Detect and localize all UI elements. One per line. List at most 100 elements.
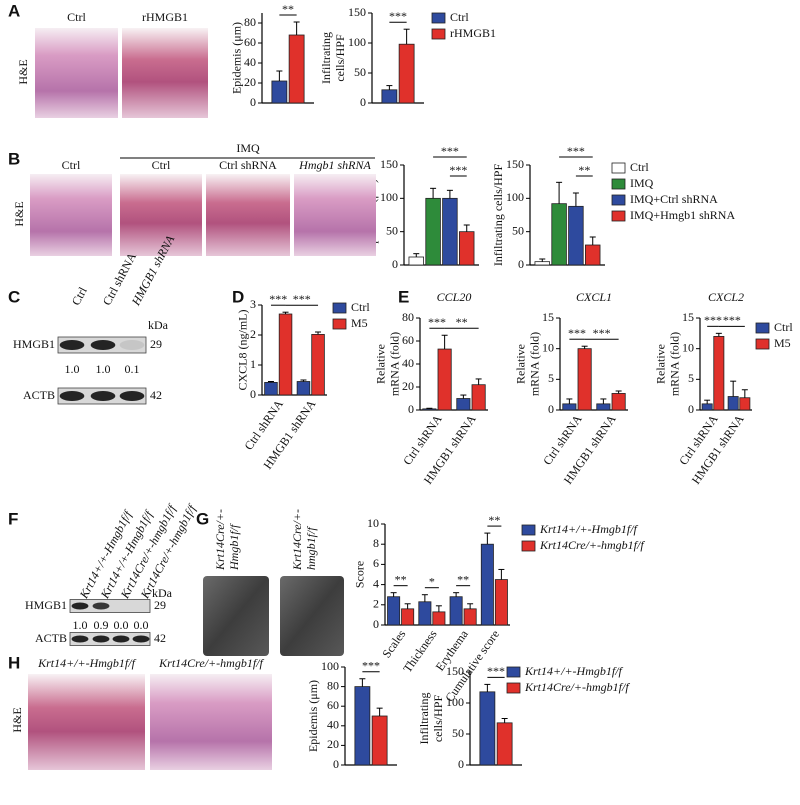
legend-swatch [431, 28, 446, 40]
blot-band [71, 602, 89, 610]
legend-label: M5 [351, 316, 368, 330]
image-label: rHMGB1 [142, 10, 188, 24]
legend-swatch [755, 322, 770, 334]
significance-label: *** [269, 292, 287, 306]
y-axis-label: Score [352, 561, 366, 588]
significance-label: *** [362, 659, 380, 673]
y-tick-label: 80 [244, 15, 256, 29]
error-bar [426, 407, 433, 409]
y-tick-label: 60 [327, 698, 339, 712]
bar [568, 205, 584, 266]
y-tick-label: 80 [402, 310, 414, 324]
error-bar [600, 398, 607, 404]
y-tick-label: 20 [244, 75, 256, 89]
bar [727, 396, 739, 411]
y-tick-label: 0 [360, 95, 366, 109]
y-tick-label: 20 [402, 379, 414, 393]
y-tick-label: 150 [506, 157, 524, 171]
error-bar [386, 85, 393, 90]
significance-label: ** [395, 572, 407, 586]
y-tick-label: 40 [244, 55, 256, 69]
bar [432, 611, 446, 626]
error-bar [589, 236, 596, 245]
bar [713, 335, 725, 411]
legend-swatch [521, 540, 536, 552]
stain-label: H&E [16, 59, 30, 84]
y-tick-label: 100 [380, 190, 398, 204]
blot-band [112, 635, 130, 643]
error-bar [441, 334, 448, 350]
image-label: Ctrl [67, 10, 86, 24]
blot-band [59, 391, 85, 401]
legend-swatch [506, 682, 521, 694]
error-bar [498, 568, 505, 580]
image-label: Hmgb1 shRNA [298, 158, 371, 172]
y-axis-label: mRNA (fold) [387, 332, 401, 396]
bar [408, 256, 424, 266]
error-bar [376, 707, 383, 716]
bar [480, 543, 494, 626]
error-bar [413, 253, 420, 257]
y-tick-label: 5 [688, 371, 694, 385]
bar [387, 596, 401, 626]
legend-label: Ctrl [630, 160, 649, 174]
ratio-label: 0.9 [94, 618, 109, 632]
y-tick-label: 40 [327, 718, 339, 732]
error-bar [267, 381, 274, 383]
bar [596, 403, 611, 411]
image-label: Krt14+/+-Hmgb1f/f [37, 656, 137, 670]
y-axis-label: Relative [513, 344, 527, 384]
bar [425, 197, 441, 266]
legend-swatch [611, 178, 626, 190]
y-tick-label: 15 [542, 310, 554, 324]
mw-label: 29 [154, 598, 166, 612]
y-tick-label: 80 [327, 678, 339, 692]
legend-label: Ctrl [450, 10, 469, 24]
group-label: IMQ [236, 141, 260, 155]
bar [296, 381, 311, 396]
mw-label: 42 [150, 388, 162, 402]
legend-swatch [611, 194, 626, 206]
error-bar [715, 332, 722, 337]
error-bar [741, 389, 748, 398]
histology-image [120, 174, 202, 256]
image-label: Ctrl [152, 158, 171, 172]
error-bar [704, 399, 711, 404]
ratio-label: 1.0 [73, 618, 88, 632]
ratio-label: 1.0 [96, 362, 111, 376]
blot-band [133, 603, 150, 610]
unit-label: kDa [152, 586, 173, 600]
panel-label: H [8, 653, 20, 672]
mw-label: 29 [150, 337, 162, 351]
error-bar [403, 28, 410, 45]
error-bar [359, 678, 366, 687]
y-axis-label: cells/HPF [431, 695, 445, 743]
y-tick-label: 0 [333, 757, 339, 771]
error-bar [404, 603, 411, 609]
histology-image [150, 674, 272, 770]
error-bar [539, 258, 546, 262]
legend-label: Krt14Cre/+-hmgb1f/f [524, 680, 630, 694]
y-tick-label: 60 [244, 35, 256, 49]
error-bar [463, 224, 470, 232]
stain-label: H&E [12, 201, 26, 226]
error-bar [300, 379, 307, 382]
blot-band [132, 635, 150, 643]
y-tick-label: 2 [250, 327, 256, 341]
y-tick-label: 10 [542, 340, 554, 354]
image-label: Krt14Cre/+- [213, 509, 227, 571]
y-tick-label: 6 [373, 556, 379, 570]
significance-label: *** [593, 326, 611, 340]
y-tick-label: 10 [682, 340, 694, 354]
lane-label: Ctrl [69, 284, 90, 308]
blot-band [90, 340, 116, 350]
bar [611, 393, 626, 411]
significance-label: *** [487, 664, 505, 678]
legend-label: Krt14+/+-Hmgb1f/f [539, 522, 639, 536]
bar [479, 691, 496, 766]
bar [463, 608, 477, 626]
bar [288, 34, 305, 104]
image-label: Ctrl shRNA [219, 158, 277, 172]
significance-label: ** [457, 572, 469, 586]
chart-title: CXCL1 [576, 290, 612, 304]
